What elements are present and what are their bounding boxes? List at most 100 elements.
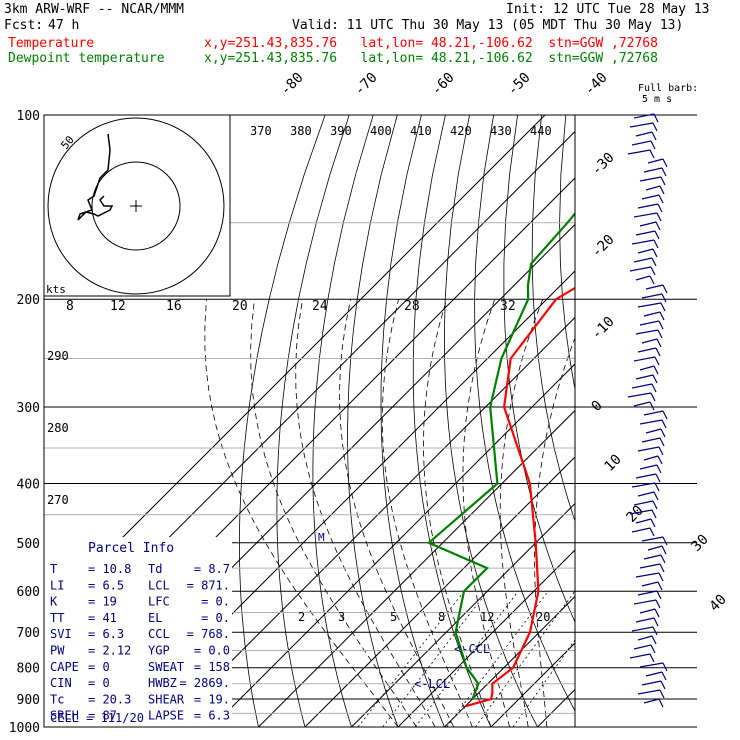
- parcel-value: = 2.12: [88, 644, 131, 658]
- temperature-axis-label: -10: [589, 314, 618, 343]
- wind-barb: [643, 455, 659, 461]
- wind-barb-flag: [660, 554, 666, 564]
- wind-barb-flag: [661, 545, 667, 555]
- mixing-ratio-line: [382, 590, 488, 727]
- parcel-key: TT: [50, 611, 64, 625]
- lcl-label: <-LCL: [414, 677, 450, 691]
- mixing-ratio-line: [512, 639, 575, 727]
- wind-barb: [639, 365, 655, 371]
- wind-barb: [627, 392, 652, 398]
- theta-label: 380: [290, 124, 312, 138]
- wind-barb: [637, 446, 660, 452]
- hodograph-ring: [91, 161, 181, 251]
- moist-adiabat: [381, 299, 473, 727]
- wind-barb-flag: [650, 266, 656, 276]
- theta-label: 390: [330, 124, 352, 138]
- dewpoint-location: x,y=251.43,835.76 lat,lon= 48.21,-106.62…: [204, 51, 658, 66]
- wind-barb-flag: [658, 320, 664, 330]
- parcel-key: CAPE: [50, 660, 79, 674]
- wind-barb: [637, 302, 662, 308]
- wind-barb: [635, 230, 656, 236]
- wind-barb: [633, 113, 655, 119]
- forecast-label: Fcst:: [4, 18, 44, 33]
- wind-barb: [645, 671, 663, 677]
- temperature-axis-label: -50: [505, 70, 534, 99]
- dry-adiabat: [638, 115, 740, 740]
- wind-barb-flag: [659, 185, 665, 195]
- wind-barb-flag: [657, 203, 663, 213]
- theta-label-low: 290: [47, 349, 69, 363]
- wind-barb-flag: [652, 626, 658, 636]
- wind-barb-flag: [652, 248, 658, 258]
- wind-barb: [641, 680, 662, 686]
- parcel-marker: M: [318, 531, 325, 544]
- wind-barb-flag: [661, 293, 667, 303]
- wind-barb: [641, 536, 664, 542]
- theta-label: 430: [490, 124, 512, 138]
- wind-barb: [639, 221, 657, 227]
- wind-barb-flag: [660, 428, 666, 438]
- moist-adiabat: [423, 299, 492, 727]
- wind-barb-flag: [659, 689, 665, 699]
- dry-adiabat: [503, 115, 575, 624]
- wind-barb: [629, 509, 653, 515]
- wind-barb: [631, 383, 653, 389]
- wind-barb: [635, 473, 657, 479]
- parcel-value: = 6.3: [88, 627, 124, 641]
- wind-barb: [629, 122, 654, 128]
- wind-barb: [647, 545, 663, 551]
- parcel-value: = 0.: [201, 595, 230, 609]
- parcel-key: PW: [50, 644, 65, 658]
- isotherm-line: [44, 115, 546, 617]
- temperature-profile: [464, 286, 575, 708]
- wind-barb-flag: [662, 158, 668, 168]
- valid-time: Valid: 11 UTC Thu 30 May 13 (05 MDT Thu …: [292, 18, 684, 33]
- pressure-label: 400: [17, 477, 40, 492]
- parcel-key: CCL: [148, 627, 170, 641]
- wind-barb-flag: [655, 221, 661, 231]
- pressure-label: 200: [17, 293, 40, 308]
- wind-barb-flag: [650, 518, 656, 528]
- wind-barb-flag: [658, 446, 664, 456]
- moist-adiabat: [295, 299, 436, 727]
- dry-adiabat: [662, 115, 740, 740]
- dry-adiabat: [559, 115, 575, 391]
- parcel-value: = 6.5: [88, 578, 124, 592]
- parcel-key: LCL: [148, 578, 170, 592]
- parcel-value: = 0: [88, 676, 110, 690]
- wind-barb-flag: [649, 149, 655, 159]
- moist-adiabat: [499, 299, 544, 727]
- wind-barb: [635, 617, 655, 623]
- dry-adiabat: [531, 115, 575, 523]
- wind-barb-flag: [650, 140, 656, 150]
- wind-barb: [643, 410, 664, 416]
- moist-adiabat: [204, 299, 399, 727]
- wind-barb-flag: [662, 410, 668, 420]
- wind-barb-flag: [649, 275, 655, 285]
- dry-adiabat: [686, 115, 740, 740]
- moist-adiabat: [462, 299, 510, 727]
- parcel-key: SREH: [50, 709, 79, 723]
- moist-adiabat: [534, 336, 575, 727]
- model-title: 3km ARW-WRF -- NCAR/MMM: [4, 2, 185, 17]
- pressure-label: 800: [17, 662, 40, 677]
- wind-barb: [645, 428, 662, 434]
- wind-barb-flag: [653, 239, 659, 249]
- isotherm-line: [304, 456, 575, 727]
- ccl-label: <-CCL: [454, 642, 490, 656]
- wind-barb-flag: [656, 212, 662, 222]
- wind-barb-flag: [654, 230, 660, 240]
- wind-barb: [641, 194, 660, 200]
- parcel-value: = 10.8: [88, 562, 131, 576]
- wind-barb-flag: [653, 617, 659, 627]
- parcel-key: YGP: [148, 644, 170, 658]
- parcel-value: = 20.3: [88, 692, 131, 706]
- pressure-label: 1000: [9, 721, 40, 736]
- mixing-ratio-label: 20: [536, 610, 550, 624]
- wind-barb-flag: [657, 581, 663, 591]
- temperature-axis-label: 40: [707, 592, 730, 615]
- isotherm-line: [397, 549, 575, 727]
- theta-e-label: 28: [404, 299, 420, 314]
- parcel-value: = 41: [88, 611, 117, 625]
- theta-label: 370: [250, 124, 272, 138]
